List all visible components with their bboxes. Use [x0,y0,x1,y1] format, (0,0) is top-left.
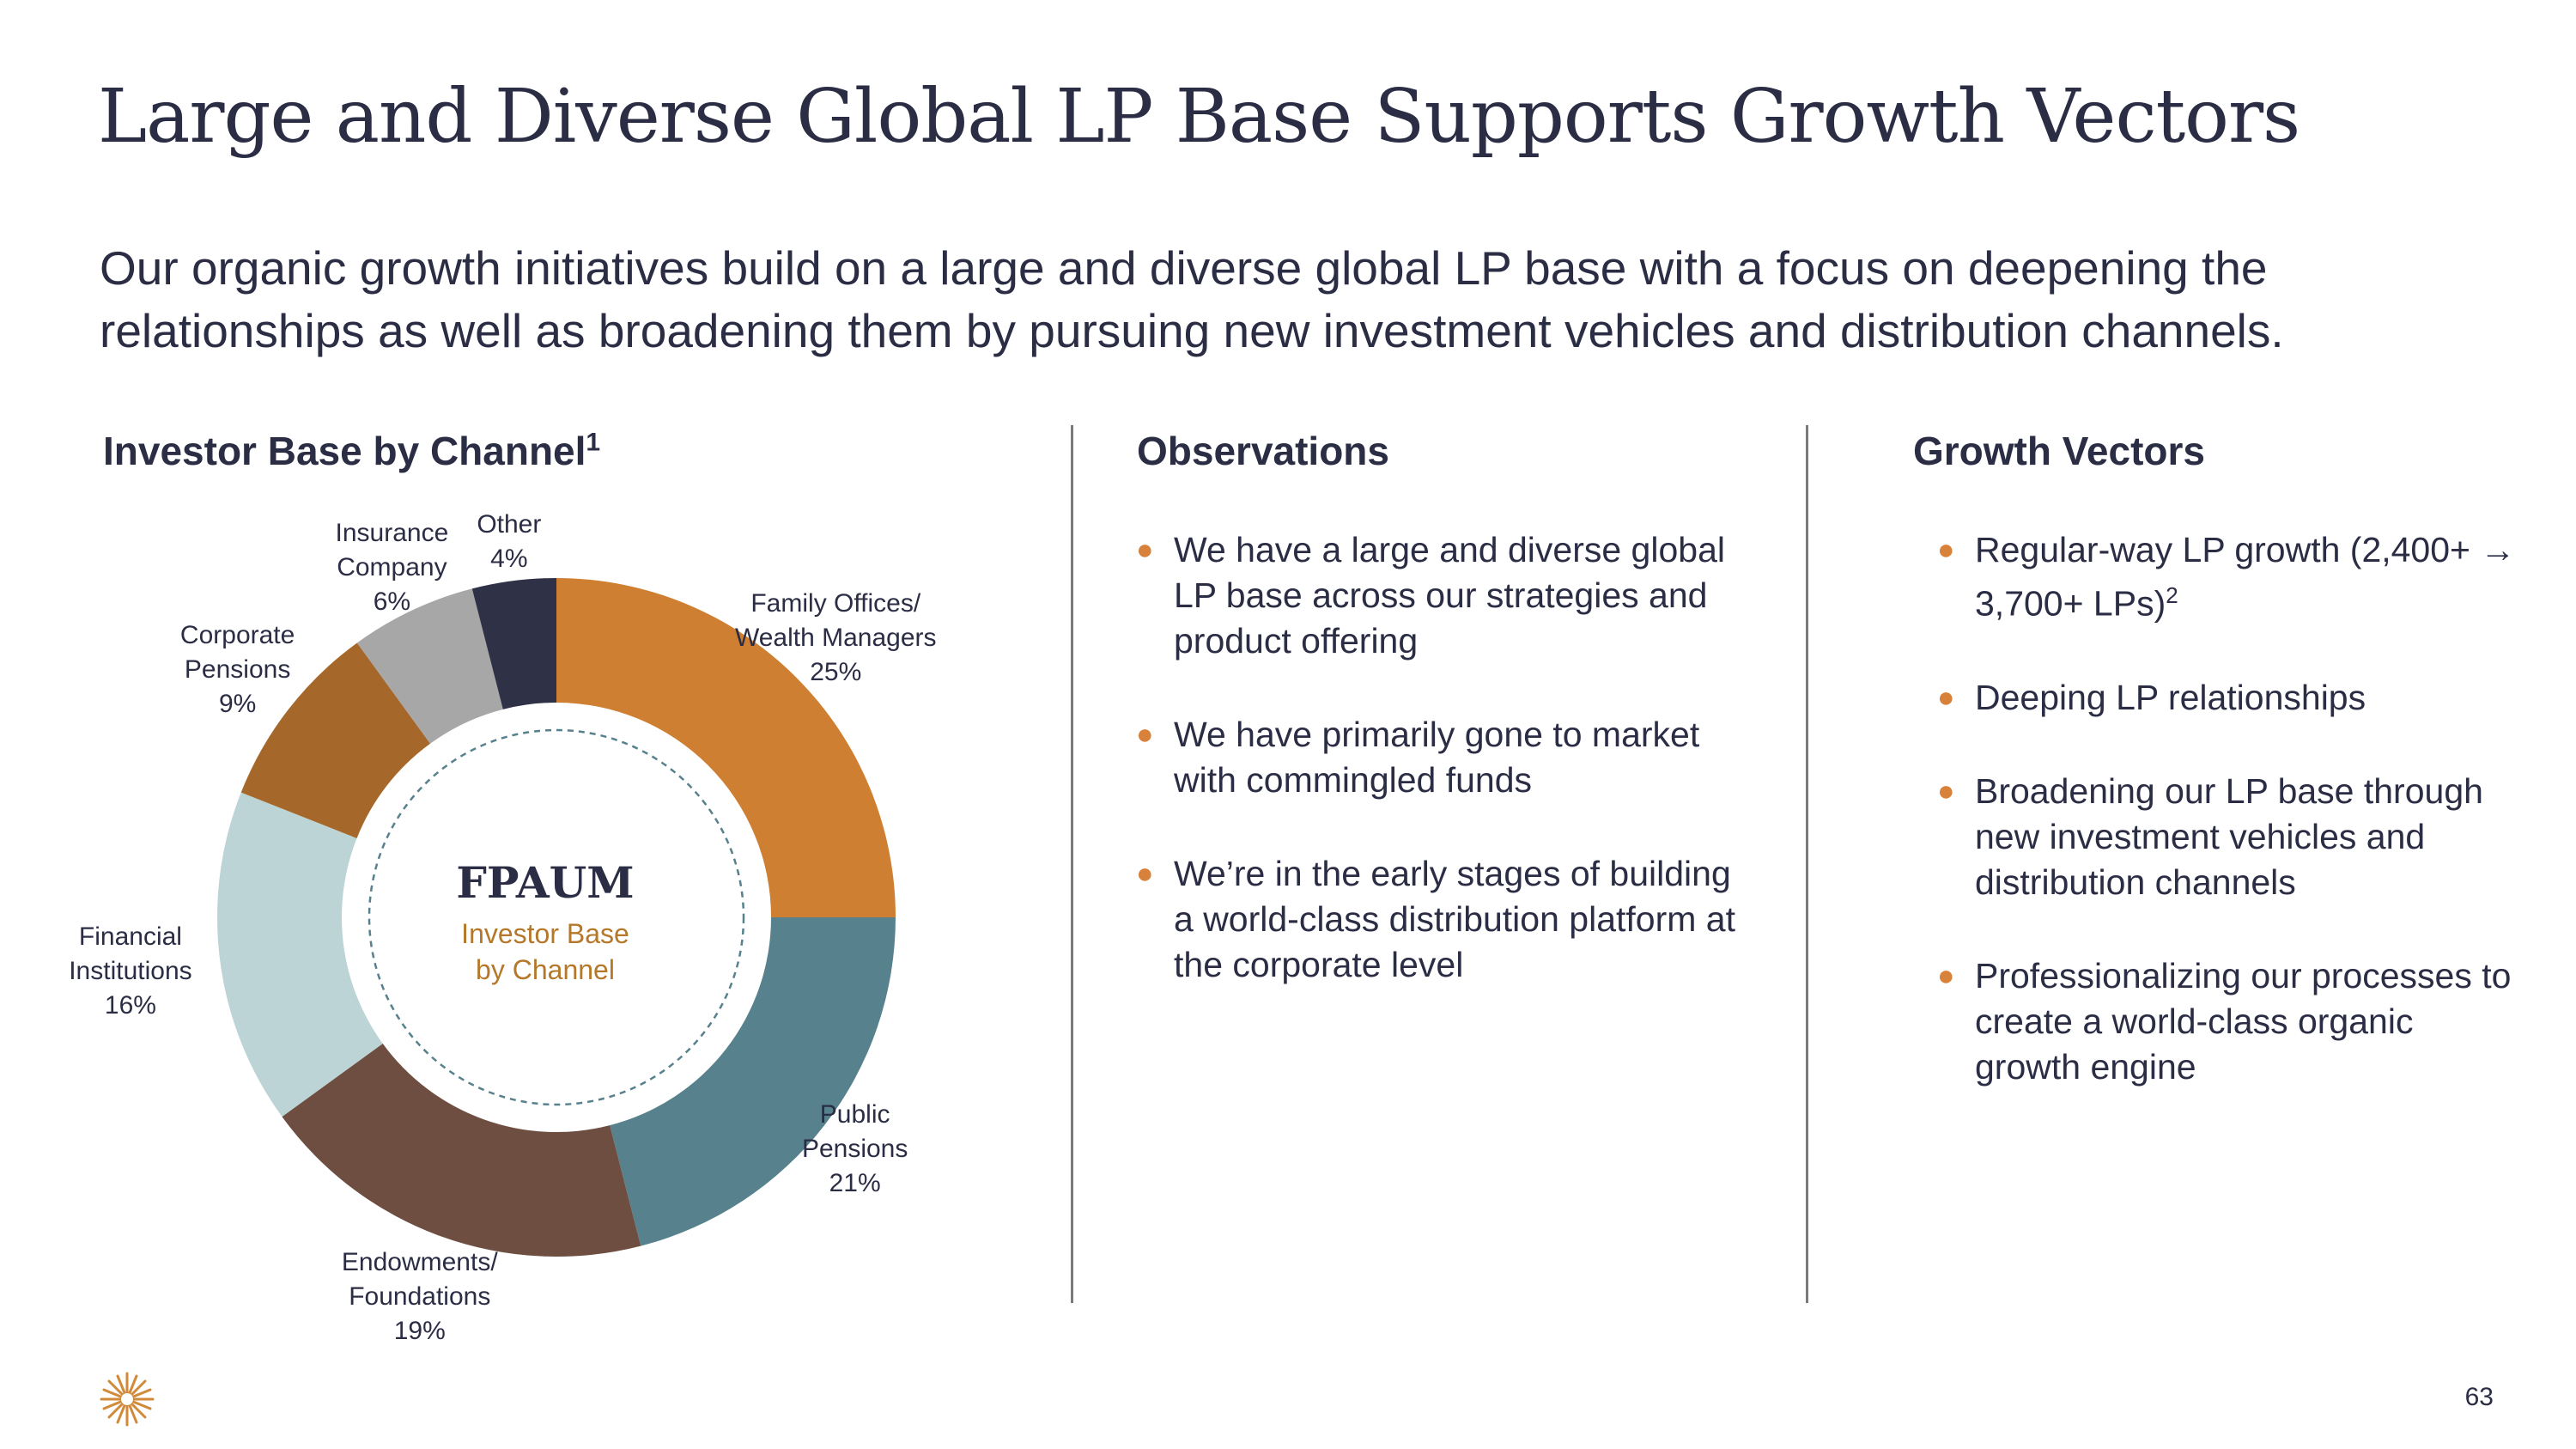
bullet-dot-icon: ● [1937,774,1955,807]
list-item: ● We have primarily gone to market with c… [1136,712,1758,803]
donut-chart [217,578,896,1257]
slice-label-percent: 19% [393,1317,446,1346]
slice-label-line: Institutions [69,956,192,985]
list-item: ● We have a large and diverse global LP b… [1136,527,1758,664]
inner-dashed-ring [368,728,745,1106]
donut-slice-2 [282,1043,641,1257]
slice-label-line: Other [477,510,542,539]
slice-label-line: Wealth Managers [734,623,937,652]
donut-center-subtitle-line1: Investor Base [461,918,629,949]
list-item: ● Professionalizing our processes to crea… [1937,953,2524,1090]
list-item: ● We’re in the early stages of building a… [1136,851,1758,988]
bullet-dot-icon: ● [1937,959,1955,992]
list-item: ● Deeping LP relationships [1937,675,2524,721]
observations-list: ● We have a large and diverse global LP b… [1136,527,1758,1036]
column-divider-right [1806,425,1808,1303]
slice-label-line: Company [337,552,447,581]
donut-center-subtitle: Investor Base by Channel [421,916,670,988]
bullet-dot-icon: ● [1136,857,1154,890]
observations-heading: Observations [1137,429,1389,473]
donut-slice-4 [240,642,431,838]
growth-vector-text: Deeping LP relationships [1975,677,2366,717]
slice-label-line: Insurance [335,518,449,547]
company-logo-icon [100,1372,155,1427]
growth-vector-text: Broadening our LP base through new inves… [1975,770,2483,902]
slice-label: Other 4% [380,508,638,576]
donut-center-title: FPAUM [456,857,635,908]
list-item: ● Broadening our LP base through new inve… [1937,769,2524,905]
footnote-marker: 1 [586,428,601,457]
page-subtitle: Our organic growth initiatives build on … [100,241,2284,357]
slice-label: Financial Institutions 16% [2,920,259,1023]
slice-label-line: Foundations [349,1282,491,1312]
slice-label-line: Endowments/ [341,1248,498,1277]
slice-label-line: Public [819,1099,890,1129]
observation-text: We’re in the early stages of building a … [1174,854,1735,984]
growth-vectors-heading: Growth Vectors [1913,429,2205,473]
observation-text: We have a large and diverse global LP ba… [1174,530,1725,661]
growth-vector-text: Regular-way LP growth (2,400+ → 3,700+ L… [1975,530,2516,624]
slice-label-percent: 25% [810,657,862,686]
slice-label-percent: 16% [104,990,156,1020]
slice-label: Public Pensions 21% [726,1098,984,1201]
observation-text: We have primarily gone to market with co… [1174,715,1700,800]
donut-slice-5 [356,588,503,744]
slice-label-percent: 6% [373,587,411,616]
slice-label: Endowments/Foundations 19% [291,1245,549,1349]
investor-base-heading: Investor Base by Channel1 [103,428,600,474]
page-number: 63 [2464,1383,2494,1411]
slice-label-percent: 9% [218,689,257,718]
donut-center-subtitle-line2: by Channel [476,954,615,985]
investor-base-heading-text: Investor Base by Channel [103,429,586,473]
slice-label-line: Pensions [801,1134,908,1163]
donut-slice-3 [217,792,383,1117]
donut-slice-0 [556,578,896,917]
slice-label: Insurance Company 6% [263,516,520,619]
slice-label-percent: 21% [829,1168,881,1197]
donut-slice-6 [471,578,556,709]
page-title: Large and Diverse Global LP Base Support… [98,74,2300,160]
bullet-dot-icon: ● [1136,718,1154,751]
donut-slice-1 [610,917,896,1246]
list-item: ● Regular-way LP growth (2,400+ → 3,700+ … [1937,527,2524,627]
slice-label: Corporate Pensions 9% [109,618,367,721]
growth-vector-text: Professionalizing our processes to creat… [1975,955,2512,1087]
donut-slices [217,578,896,1257]
bullet-dot-icon: ● [1136,533,1154,566]
bullet-dot-icon: ● [1937,680,1955,714]
slice-label-line: Family Offices/ [750,588,921,618]
footnote-marker: 2 [2166,582,2178,608]
slice-label-line: Corporate [179,620,295,649]
growth-vectors-list: ● Regular-way LP growth (2,400+ → 3,700+ … [1937,527,2524,1138]
bullet-dot-icon: ● [1937,533,1955,566]
slice-label-line: Pensions [184,654,291,684]
slice-label-percent: 4% [490,545,528,574]
slice-label-line: Financial [78,922,182,951]
slice-label: Family Offices/Wealth Managers 25% [707,587,964,690]
column-divider-left [1071,425,1073,1303]
